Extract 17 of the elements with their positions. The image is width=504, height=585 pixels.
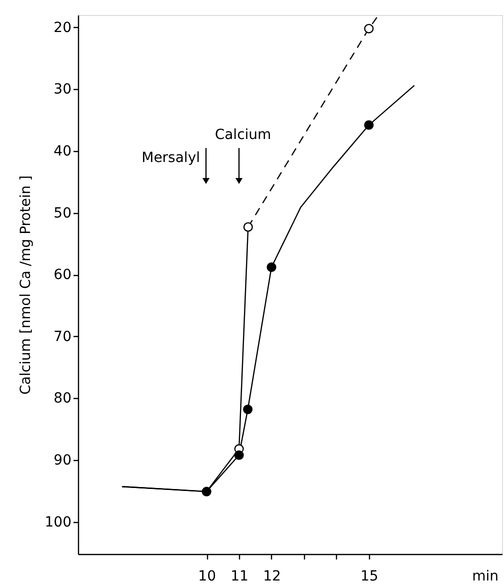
annotation: Mersalyl: [142, 150, 200, 166]
x-tick-label: 10: [198, 568, 216, 584]
y-tick-label: 100: [44, 514, 72, 530]
y-tick-label: 20: [54, 20, 72, 36]
y-tick-label: 70: [54, 328, 72, 345]
annotation: Calcium: [214, 127, 272, 143]
x-tick-label: 15: [360, 568, 378, 584]
y-tick-label: 40: [54, 143, 72, 160]
y-tick-label: 50: [54, 205, 72, 222]
y-tick-label: 80: [54, 390, 72, 407]
x-tick-label: 11: [230, 568, 248, 584]
x-axis-title: min: [472, 568, 498, 584]
y-tick-label: 90: [54, 452, 72, 469]
x-tick-label: 12: [263, 568, 281, 584]
y-tick-label: 60: [54, 267, 72, 284]
y-axis-title: Calcium [nmol Ca /mg Protein ]: [18, 175, 34, 395]
y-tick-label: 30: [54, 82, 72, 98]
